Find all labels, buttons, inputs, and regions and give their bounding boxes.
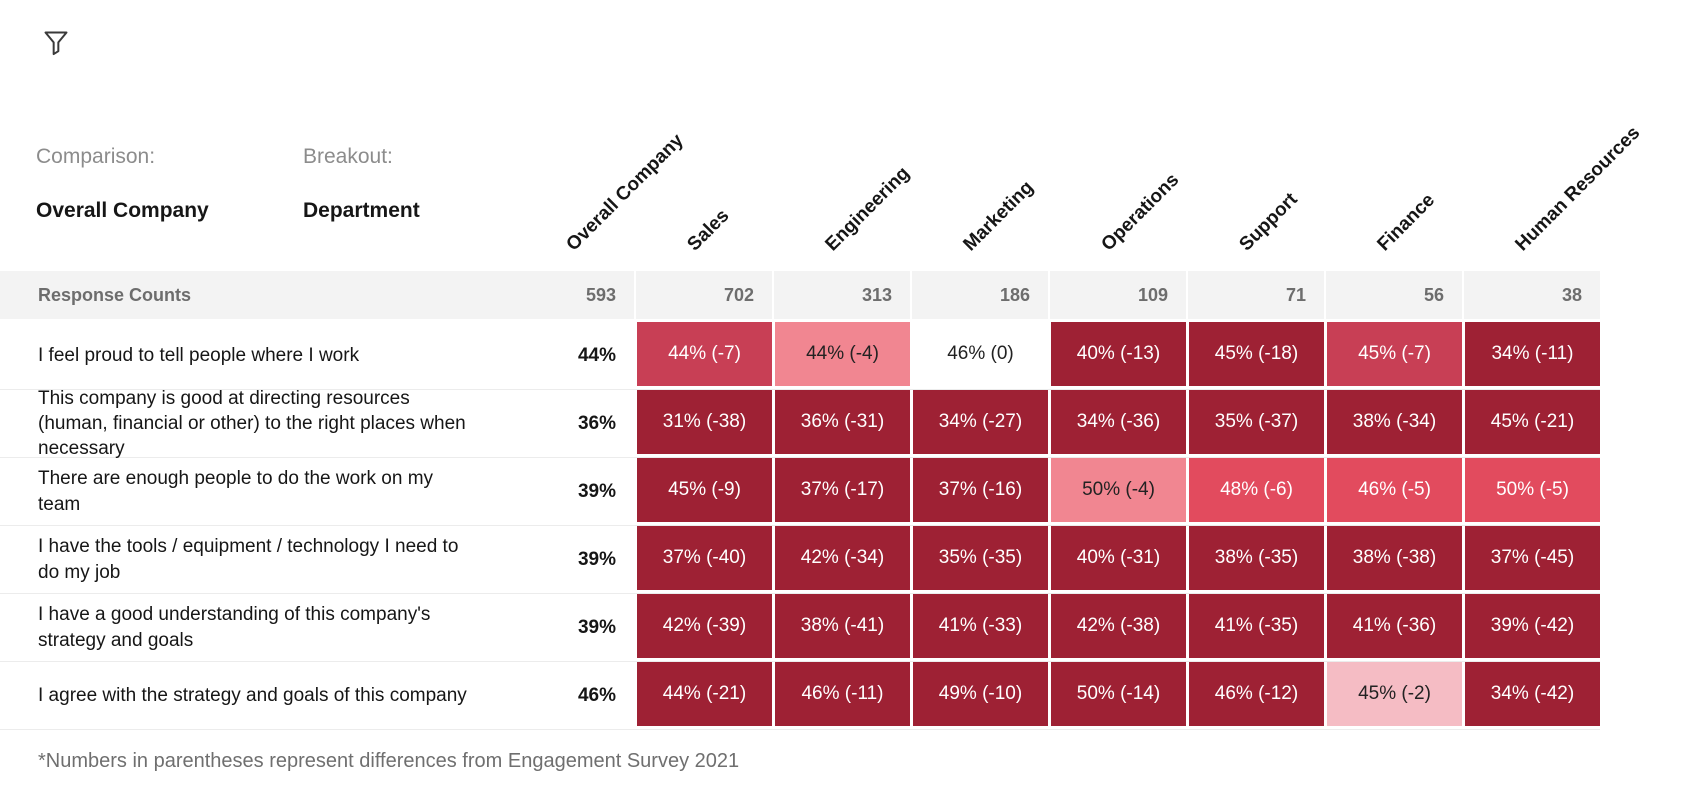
question-cell: I feel proud to tell people where I work…: [0, 322, 634, 389]
heat-cell-engineering-row5: 38% (-41): [772, 594, 910, 661]
response-count-marketing: 186: [910, 271, 1048, 319]
column-header-operations: Operations: [1097, 169, 1184, 256]
response-counts-label: Response Counts: [38, 284, 192, 305]
column-header-marketing: Marketing: [959, 176, 1038, 256]
heat-cell-operations-row3: 50% (-4): [1048, 458, 1186, 525]
heat-cell-support-row3: 48% (-6): [1186, 458, 1324, 525]
response-count-finance: 56: [1324, 271, 1462, 319]
column-headers: Overall Company Sales Engineering Marketing…: [0, 0, 1644, 266]
response-count-engineering: 313: [772, 271, 910, 319]
heat-cell-operations-row1: 40% (-13): [1048, 322, 1186, 389]
column-header-finance: Finance: [1373, 189, 1440, 256]
question-text: This company is good at directing resour…: [38, 387, 466, 460]
heat-cell-operations-row5: 42% (-38): [1048, 594, 1186, 661]
question-cell: I have the tools / equipment / technolog…: [0, 526, 634, 593]
column-header-human-resources: Human Resources: [1511, 122, 1645, 256]
question-row: I agree with the strategy and goals of t…: [0, 662, 1600, 730]
breakout-label: Breakout:: [303, 145, 393, 168]
question-text: I have a good understanding of this comp…: [38, 604, 431, 651]
heat-cell-human-resources-row4: 37% (-45): [1462, 526, 1600, 593]
heat-cell-human-resources-row1: 34% (-11): [1462, 322, 1600, 389]
question-cell: I have a good understanding of this comp…: [0, 594, 634, 661]
heat-cell-marketing-row4: 35% (-35): [910, 526, 1048, 593]
response-counts-label-cell: Response Counts 593: [0, 271, 634, 319]
breakout-control: Breakout: Department: [303, 145, 420, 223]
column-header-sales: Sales: [683, 205, 734, 256]
heat-cell-sales-row6: 44% (-21): [634, 662, 772, 729]
heat-cell-operations-row2: 34% (-36): [1048, 390, 1186, 457]
breakout-value: Department: [303, 199, 420, 222]
question-cell: I agree with the strategy and goals of t…: [0, 662, 634, 729]
heat-cell-marketing-row2: 34% (-27): [910, 390, 1048, 457]
heat-cell-marketing-row3: 37% (-16): [910, 458, 1048, 525]
question-text: I agree with the strategy and goals of t…: [38, 684, 467, 706]
heat-cell-marketing-row1: 46% (0): [910, 322, 1048, 389]
heat-cell-finance-row2: 38% (-34): [1324, 390, 1462, 457]
heat-cell-sales-row3: 45% (-9): [634, 458, 772, 525]
heat-cell-human-resources-row3: 50% (-5): [1462, 458, 1600, 525]
heat-cell-support-row2: 35% (-37): [1186, 390, 1324, 457]
heat-cell-human-resources-row2: 45% (-21): [1462, 390, 1600, 457]
column-header-engineering: Engineering: [821, 162, 914, 256]
column-header-support: Support: [1235, 188, 1302, 256]
heat-cell-support-row5: 41% (-35): [1186, 594, 1324, 661]
heat-cell-operations-row4: 40% (-31): [1048, 526, 1186, 593]
overall-value: 39%: [577, 548, 616, 570]
heat-cell-finance-row3: 46% (-5): [1324, 458, 1462, 525]
overall-value: 44%: [577, 344, 616, 366]
heat-cell-engineering-row1: 44% (-4): [772, 322, 910, 389]
heat-cell-sales-row5: 42% (-39): [634, 594, 772, 661]
overall-value: 46%: [577, 684, 616, 706]
overall-value: 39%: [577, 616, 616, 638]
heat-cell-engineering-row2: 36% (-31): [772, 390, 910, 457]
question-text: I have the tools / equipment / technolog…: [38, 536, 459, 583]
question-row: I feel proud to tell people where I work…: [0, 322, 1600, 390]
response-count-sales: 702: [634, 271, 772, 319]
heat-cell-sales-row4: 37% (-40): [634, 526, 772, 593]
heat-cell-engineering-row4: 42% (-34): [772, 526, 910, 593]
question-text: I feel proud to tell people where I work: [38, 344, 360, 366]
heat-cell-marketing-row5: 41% (-33): [910, 594, 1048, 661]
footnote: *Numbers in parentheses represent differ…: [38, 750, 740, 772]
heat-cell-sales-row2: 31% (-38): [634, 390, 772, 457]
heat-cell-operations-row6: 50% (-14): [1048, 662, 1186, 729]
heat-cell-support-row6: 46% (-12): [1186, 662, 1324, 729]
question-cell: This company is good at directing resour…: [0, 388, 634, 459]
heat-cell-support-row4: 38% (-35): [1186, 526, 1324, 593]
heat-cell-marketing-row6: 49% (-10): [910, 662, 1048, 729]
heat-cell-support-row1: 45% (-18): [1186, 322, 1324, 389]
overall-value: 39%: [577, 480, 616, 502]
response-count-support: 71: [1186, 271, 1324, 319]
filter-funnel-icon: [42, 29, 70, 60]
response-count-human-resources: 38: [1462, 271, 1600, 319]
heat-cell-human-resources-row6: 34% (-42): [1462, 662, 1600, 729]
overall-value: 36%: [577, 412, 616, 434]
heat-cell-sales-row1: 44% (-7): [634, 322, 772, 389]
question-row: This company is good at directing resour…: [0, 388, 1600, 459]
question-row: I have a good understanding of this comp…: [0, 594, 1600, 662]
heatmap-table: Response Counts 593 702 313 186 109 71 56 38 I…: [0, 271, 1600, 730]
comparison-value: Overall Company: [36, 199, 209, 222]
heat-cell-human-resources-row5: 39% (-42): [1462, 594, 1600, 661]
heat-cell-engineering-row3: 37% (-17): [772, 458, 910, 525]
heat-cell-finance-row4: 38% (-38): [1324, 526, 1462, 593]
question-row: There are enough people to do the work o…: [0, 458, 1600, 526]
heat-cell-finance-row5: 41% (-36): [1324, 594, 1462, 661]
column-header-overall-company: Overall Company: [562, 129, 688, 256]
heat-cell-engineering-row6: 46% (-11): [772, 662, 910, 729]
comparison-control: Comparison: Overall Company: [36, 145, 209, 223]
response-count-overall: 593: [585, 284, 616, 305]
question-row: I have the tools / equipment / technolog…: [0, 526, 1600, 594]
question-text: There are enough people to do the work o…: [38, 468, 434, 515]
filter-button[interactable]: [40, 28, 72, 60]
question-cell: There are enough people to do the work o…: [0, 458, 634, 525]
response-counts-row: Response Counts 593 702 313 186 109 71 56 38: [0, 271, 1600, 319]
heat-cell-finance-row1: 45% (-7): [1324, 322, 1462, 389]
response-count-operations: 109: [1048, 271, 1186, 319]
heat-cell-finance-row6: 45% (-2): [1324, 662, 1462, 729]
comparison-label: Comparison:: [36, 145, 156, 168]
